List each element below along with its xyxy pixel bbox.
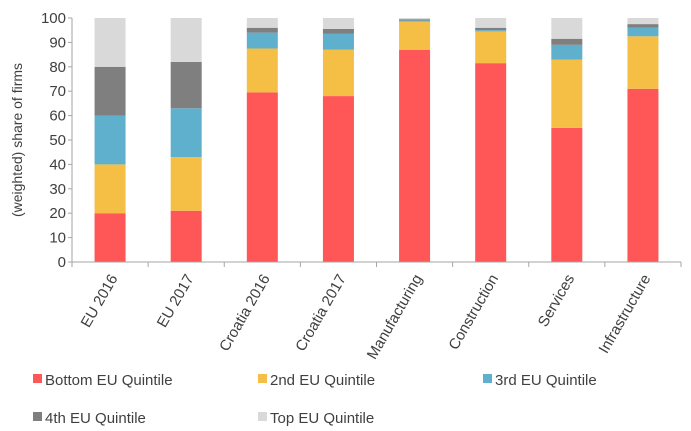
legend-swatch	[258, 412, 267, 421]
bar-segment-2	[94, 164, 126, 214]
legend-swatch	[33, 374, 42, 383]
bar-segment-3	[246, 32, 278, 49]
bar-segment-5	[94, 18, 126, 67]
bar-stack	[322, 18, 354, 262]
bars	[94, 18, 659, 262]
bar-segment-2	[322, 49, 354, 97]
bar-segment-3	[551, 44, 583, 60]
y-tick-label: 0	[58, 254, 66, 271]
x-category-label: Croatia 2017	[292, 272, 350, 355]
x-category-label: Manufacturing	[364, 272, 426, 363]
bar-segment-1	[246, 92, 278, 262]
legend-label: 3rd EU Quintile	[495, 372, 597, 389]
legend-item: 3rd EU Quintile	[483, 372, 597, 389]
legend-swatch	[258, 374, 267, 383]
bar-stack	[399, 18, 431, 262]
y-tick-label: 90	[49, 34, 66, 51]
bar-stack	[551, 18, 583, 262]
bar-segment-5	[399, 18, 431, 20]
legend-label: Top EU Quintile	[270, 410, 374, 427]
bar-segment-2	[170, 157, 202, 211]
y-tick-label: 20	[49, 205, 66, 222]
bar-segment-1	[475, 63, 507, 262]
bar-stack	[170, 18, 202, 262]
legend: Bottom EU Quintile 2nd EU Quintile 3rd EU …	[33, 372, 597, 427]
bar-segment-3	[627, 27, 659, 37]
x-category-label: Infrastructure	[595, 272, 654, 357]
bar-segment-3	[170, 108, 202, 158]
x-category-label: EU 2017	[154, 272, 198, 331]
legend-item: 2nd EU Quintile	[258, 372, 375, 389]
bar-segment-1	[94, 213, 126, 262]
legend-item: Top EU Quintile	[258, 410, 374, 427]
bar-segment-5	[551, 18, 583, 39]
bar-segment-1	[399, 49, 431, 262]
y-tick-label: 60	[49, 108, 66, 125]
x-category-label: Services	[535, 272, 578, 330]
bar-segment-4	[627, 24, 659, 28]
bar-segment-4	[322, 28, 354, 34]
legend-item: Bottom EU Quintile	[33, 372, 173, 389]
bar-segment-5	[627, 18, 659, 25]
bar-segment-2	[475, 31, 507, 64]
bar-segment-2	[627, 36, 659, 89]
bar-segment-4	[475, 27, 507, 31]
bar-segment-4	[94, 66, 126, 116]
bar-segment-1	[170, 210, 202, 262]
y-tick-label: 100	[41, 10, 66, 27]
x-category-label: Construction	[445, 272, 502, 353]
bar-segment-5	[246, 18, 278, 28]
legend-label: 2nd EU Quintile	[270, 372, 375, 389]
bar-segment-3	[399, 20, 431, 22]
bar-segment-5	[475, 18, 507, 28]
y-tick-label: 40	[49, 156, 66, 173]
legend-swatch	[33, 412, 42, 421]
legend-label: Bottom EU Quintile	[45, 372, 173, 389]
bar-segment-1	[322, 96, 354, 262]
bar-stack	[627, 18, 659, 262]
y-tick-label: 70	[49, 83, 66, 100]
bar-segment-2	[551, 59, 583, 128]
bar-segment-4	[170, 61, 202, 109]
bar-segment-1	[627, 88, 659, 262]
legend-item: 4th EU Quintile	[33, 410, 146, 427]
y-tick-label: 10	[49, 230, 66, 247]
bar-stack	[475, 18, 507, 262]
bar-segment-1	[551, 127, 583, 262]
y-axis: 0 10 20 30 40 50 60 70 80 90 100	[41, 10, 73, 271]
bar-segment-3	[94, 115, 126, 165]
bar-segment-3	[322, 33, 354, 50]
bar-segment-2	[399, 21, 431, 50]
x-category-label: Croatia 2016	[216, 272, 274, 355]
bar-segment-5	[170, 18, 202, 62]
x-axis: EU 2016 EU 2017 Croatia 2016 Croatia 2017 Ma…	[71, 261, 682, 363]
y-axis-title: (weighted) share of firms	[9, 63, 25, 217]
bar-segment-4	[246, 27, 278, 33]
bar-segment-5	[322, 18, 354, 29]
y-tick-label: 50	[49, 132, 66, 149]
bar-stack	[94, 18, 126, 262]
legend-swatch	[483, 374, 492, 383]
y-tick-label: 30	[49, 181, 66, 198]
bar-segment-4	[551, 38, 583, 45]
x-category-label: EU 2016	[78, 272, 122, 331]
bar-segment-4	[399, 19, 431, 21]
y-tick-label: 80	[49, 59, 66, 76]
bar-stack	[246, 18, 278, 262]
bar-segment-2	[246, 48, 278, 93]
bar-segment-3	[475, 30, 507, 32]
legend-label: 4th EU Quintile	[45, 410, 146, 427]
